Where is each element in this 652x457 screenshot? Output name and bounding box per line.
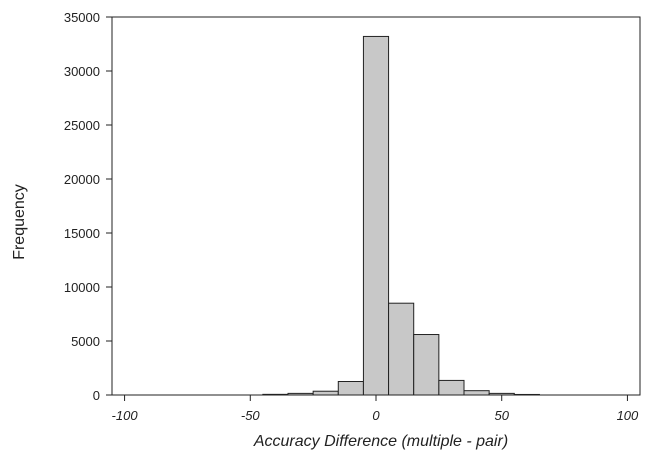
y-tick-label: 15000: [64, 226, 100, 241]
y-axis-ticks: 0 5000 10000 15000 20000 25000 30000 35000: [64, 10, 112, 403]
histogram-bar: [362, 35, 390, 396]
x-tick-label: -100: [112, 408, 139, 423]
y-tick-label: 20000: [64, 172, 100, 187]
x-tick-label: -50: [241, 408, 261, 423]
histogram-bar: [388, 302, 415, 396]
histogram-bars: [262, 35, 540, 396]
x-tick-label: 50: [494, 408, 509, 423]
y-tick-label: 30000: [64, 64, 100, 79]
histogram-bar: [413, 334, 440, 396]
x-axis-ticks: -100 -50 0 50 100: [112, 395, 639, 423]
histogram-bar: [337, 381, 364, 396]
y-tick-label: 10000: [64, 280, 100, 295]
y-tick-label: 35000: [64, 10, 100, 25]
y-tick-label: 0: [93, 388, 100, 403]
histogram-bar: [438, 379, 465, 396]
x-axis-title: Accuracy Difference (multiple - pair): [253, 433, 508, 450]
y-tick-label: 5000: [71, 334, 100, 349]
histogram-bar: [463, 390, 490, 396]
x-tick-label: 100: [617, 408, 639, 423]
x-tick-label: 0: [372, 408, 380, 423]
y-tick-label: 25000: [64, 118, 100, 133]
y-axis-title: Frequency: [11, 184, 28, 260]
histogram-bar: [312, 390, 339, 396]
